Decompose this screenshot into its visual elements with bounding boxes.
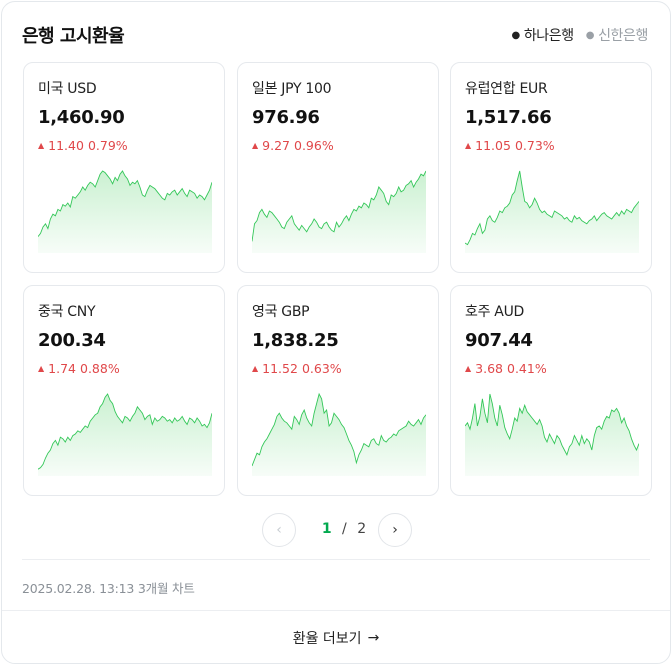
- up-triangle-icon: ▲: [38, 141, 45, 150]
- currency-card-jpy[interactable]: 일본 JPY 100 976.96 ▲ 9.27 0.96%: [237, 62, 439, 273]
- rate-change: ▲ 3.68 0.41%: [465, 361, 547, 376]
- change-percent: 0.88%: [80, 361, 120, 376]
- rate-change: ▲ 9.27 0.96%: [252, 138, 334, 153]
- currency-rate: 1,460.90: [38, 107, 125, 128]
- page-separator: /: [342, 521, 347, 537]
- sparkline-chart: [38, 393, 212, 476]
- bullet-icon: ●: [511, 29, 521, 41]
- rate-change: ▲ 11.52 0.63%: [252, 361, 342, 376]
- currency-name: 일본 JPY 100: [252, 81, 332, 97]
- change-value: 1.74: [48, 361, 76, 376]
- sparkline-chart: [465, 170, 639, 253]
- current-page: 1: [321, 521, 332, 537]
- change-percent: 0.73%: [514, 138, 555, 153]
- up-triangle-icon: ▲: [465, 364, 472, 373]
- currency-card-eur[interactable]: 유럽연합 EUR 1,517.66 ▲ 11.05 0.73%: [450, 62, 652, 273]
- arrow-right-icon: →: [367, 629, 380, 646]
- currency-card-aud[interactable]: 호주 AUD 907.44 ▲ 3.68 0.41%: [450, 285, 652, 496]
- more-link-label: 환율 더보기: [292, 630, 362, 647]
- divider: [22, 559, 650, 560]
- tab-shinhan-bank[interactable]: ● 신한은행: [585, 25, 649, 45]
- change-value: 11.40: [48, 138, 84, 153]
- currency-rate: 907.44: [465, 330, 533, 351]
- currency-name: 중국 CNY: [38, 304, 96, 320]
- sparkline-chart: [252, 392, 426, 476]
- change-percent: 0.79%: [87, 138, 128, 153]
- up-triangle-icon: ▲: [38, 364, 45, 373]
- currency-rate: 1,838.25: [252, 330, 339, 351]
- update-timestamp: 2025.02.28. 13:13 3개월 차트: [22, 581, 195, 596]
- sparkline-area: [465, 171, 639, 253]
- sparkline-line: [465, 393, 639, 456]
- total-pages: 2: [357, 521, 367, 537]
- widget-title: 은행 고시환율: [22, 26, 125, 47]
- change-value: 3.68: [475, 361, 503, 376]
- sparkline-line: [252, 392, 426, 467]
- change-value: 9.27: [262, 138, 290, 153]
- sparkline-area: [252, 171, 426, 253]
- chevron-right-icon: ›: [392, 522, 398, 538]
- currency-name: 유럽연합 EUR: [465, 81, 548, 97]
- rate-change: ▲ 11.05 0.73%: [465, 138, 555, 153]
- tab-label: 신한은행: [598, 28, 648, 44]
- currency-name: 미국 USD: [38, 81, 97, 97]
- currency-card-cny[interactable]: 중국 CNY 200.34 ▲ 1.74 0.88%: [23, 285, 225, 496]
- currency-card-usd[interactable]: 미국 USD 1,460.90 ▲ 11.40 0.79%: [23, 62, 225, 273]
- sparkline-line: [252, 170, 426, 242]
- bank-tabs: ● 하나은행 ● 신한은행: [512, 25, 649, 45]
- more-exchange-rates-link[interactable]: 환율 더보기 →: [2, 611, 670, 664]
- change-percent: 0.41%: [507, 361, 547, 376]
- change-percent: 0.96%: [294, 138, 334, 153]
- pagination: ‹ 1 / 2 ›: [262, 513, 414, 547]
- currency-rate: 200.34: [38, 330, 106, 351]
- prev-page-button[interactable]: ‹: [262, 513, 296, 547]
- currency-rate: 1,517.66: [465, 107, 552, 128]
- chevron-left-icon: ‹: [276, 522, 282, 538]
- next-page-button[interactable]: ›: [378, 513, 412, 547]
- up-triangle-icon: ▲: [465, 141, 472, 150]
- divider: [2, 610, 670, 611]
- sparkline-line: [38, 170, 212, 237]
- sparkline-line: [465, 170, 639, 246]
- page-indicator: 1 / 2: [316, 521, 372, 537]
- sparkline-area: [38, 171, 212, 253]
- rate-change: ▲ 1.74 0.88%: [38, 361, 120, 376]
- up-triangle-icon: ▲: [252, 141, 259, 150]
- currency-name: 영국 GBP: [252, 304, 310, 320]
- currency-rate: 976.96: [252, 107, 320, 128]
- bullet-icon: ●: [585, 29, 595, 41]
- sparkline-area: [465, 394, 639, 476]
- rate-change: ▲ 11.40 0.79%: [38, 138, 128, 153]
- sparkline-area: [252, 394, 426, 476]
- change-value: 11.05: [475, 138, 511, 153]
- widget-header: 은행 고시환율 ● 하나은행 ● 신한은행: [22, 22, 648, 50]
- sparkline-line: [38, 393, 212, 470]
- sparkline-chart: [252, 170, 426, 253]
- currency-name: 호주 AUD: [465, 304, 525, 320]
- sparkline-area: [38, 394, 212, 476]
- currency-card-gbp[interactable]: 영국 GBP 1,838.25 ▲ 11.52 0.63%: [237, 285, 439, 496]
- up-triangle-icon: ▲: [252, 364, 259, 373]
- tab-hana-bank[interactable]: ● 하나은행: [511, 25, 575, 45]
- tab-label: 하나은행: [523, 28, 574, 44]
- sparkline-chart: [465, 393, 639, 476]
- change-value: 11.52: [262, 361, 298, 376]
- sparkline-chart: [38, 170, 212, 253]
- change-percent: 0.63%: [301, 361, 342, 376]
